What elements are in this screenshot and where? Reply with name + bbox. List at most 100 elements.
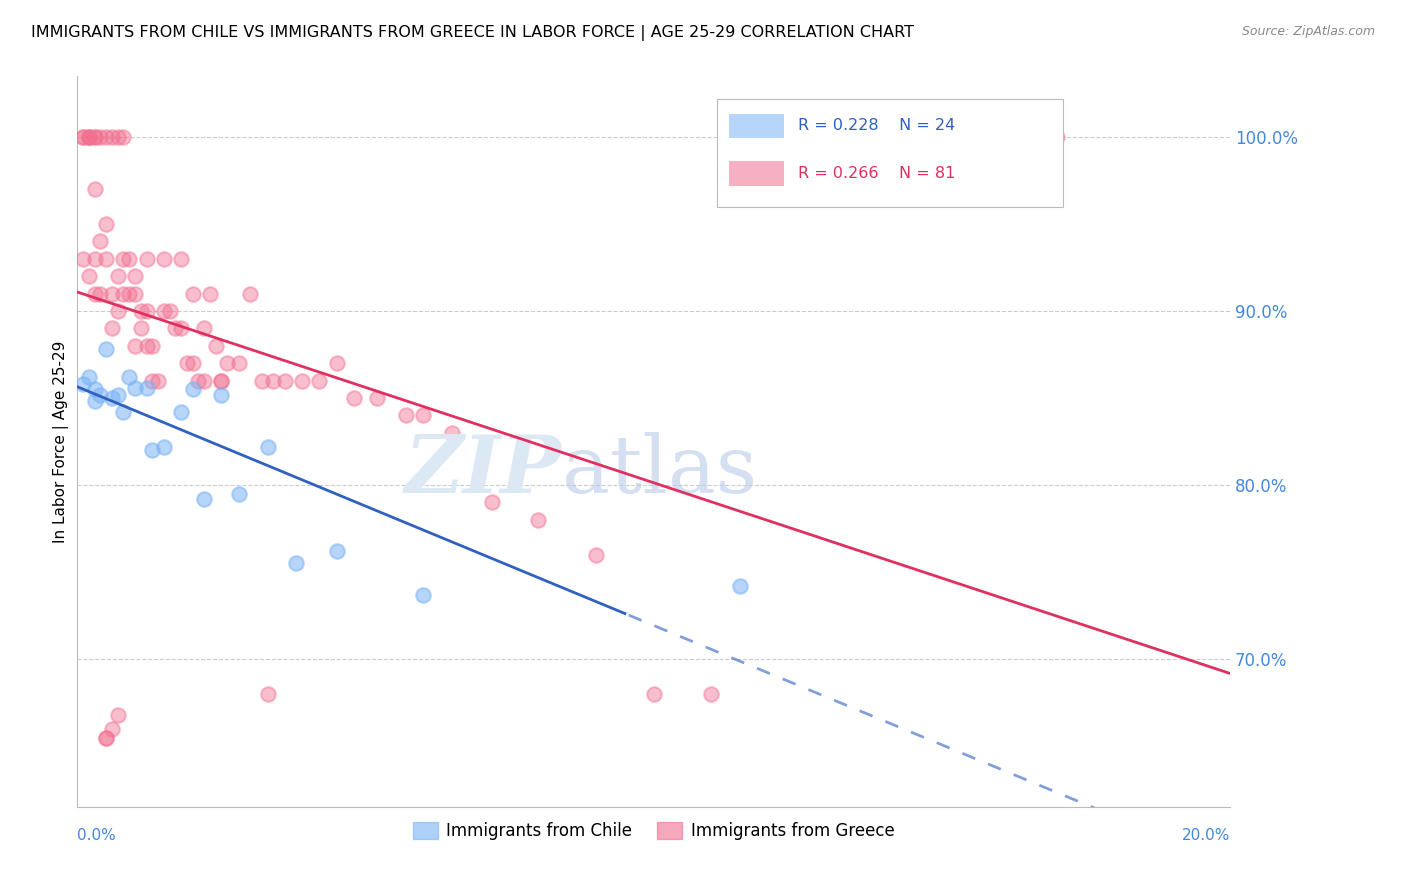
Point xyxy=(129,304,152,318)
Point xyxy=(77,129,100,144)
Point xyxy=(89,387,111,401)
Point xyxy=(193,321,215,335)
Point xyxy=(181,382,204,396)
Point xyxy=(77,129,100,144)
Point xyxy=(343,391,366,405)
Point xyxy=(83,394,105,409)
Point xyxy=(83,286,105,301)
Point xyxy=(83,252,105,266)
Point xyxy=(72,129,94,144)
Point xyxy=(181,286,204,301)
Point xyxy=(141,339,163,353)
Point xyxy=(170,321,193,335)
Point xyxy=(112,129,135,144)
Point xyxy=(107,387,129,401)
Point xyxy=(198,286,221,301)
Point xyxy=(700,687,723,701)
Point xyxy=(187,374,209,388)
Y-axis label: In Labor Force | Age 25-29: In Labor Force | Age 25-29 xyxy=(53,341,69,542)
Point xyxy=(112,405,135,419)
Point xyxy=(96,343,118,357)
Text: 20.0%: 20.0% xyxy=(1182,828,1230,843)
Point xyxy=(107,708,129,723)
Point xyxy=(170,405,193,419)
Point xyxy=(153,252,174,266)
Text: IMMIGRANTS FROM CHILE VS IMMIGRANTS FROM GREECE IN LABOR FORCE | AGE 25-29 CORRE: IMMIGRANTS FROM CHILE VS IMMIGRANTS FROM… xyxy=(31,25,914,41)
Point xyxy=(72,129,94,144)
Point xyxy=(101,286,124,301)
Point xyxy=(211,374,233,388)
Point xyxy=(135,252,157,266)
Point xyxy=(170,252,193,266)
Point xyxy=(211,387,233,401)
Point xyxy=(193,491,215,506)
Legend: Immigrants from Chile, Immigrants from Greece: Immigrants from Chile, Immigrants from G… xyxy=(406,815,901,847)
Point xyxy=(124,380,146,394)
Point xyxy=(412,409,434,423)
Text: R = 0.266    N = 81: R = 0.266 N = 81 xyxy=(799,166,955,180)
Point xyxy=(96,731,118,745)
Point xyxy=(193,374,215,388)
Point xyxy=(135,380,157,394)
Point xyxy=(291,374,314,388)
Point xyxy=(135,304,157,318)
Point xyxy=(153,304,174,318)
Point xyxy=(89,234,111,248)
Point xyxy=(118,286,141,301)
Point xyxy=(217,356,239,370)
Point xyxy=(366,391,388,405)
Point xyxy=(118,252,141,266)
Point xyxy=(96,731,118,745)
Point xyxy=(124,269,146,284)
Point xyxy=(96,217,118,231)
Point xyxy=(101,129,124,144)
Point xyxy=(181,356,204,370)
Point xyxy=(228,356,250,370)
Point xyxy=(239,286,262,301)
Point xyxy=(325,544,349,558)
Point xyxy=(101,391,124,405)
Point xyxy=(72,377,94,392)
Point xyxy=(285,557,308,571)
Point xyxy=(262,374,284,388)
Point xyxy=(176,356,198,370)
Text: ZIP: ZIP xyxy=(405,432,561,509)
Point xyxy=(643,687,665,701)
Point xyxy=(83,182,105,196)
Point xyxy=(129,321,152,335)
Point xyxy=(141,374,163,388)
Point xyxy=(274,374,297,388)
Point xyxy=(72,252,94,266)
Point xyxy=(256,687,278,701)
Point xyxy=(101,321,124,335)
Text: Source: ZipAtlas.com: Source: ZipAtlas.com xyxy=(1241,25,1375,38)
Point xyxy=(441,425,464,440)
Point xyxy=(395,409,418,423)
Point xyxy=(135,339,157,353)
Point xyxy=(107,129,129,144)
Text: R = 0.228    N = 24: R = 0.228 N = 24 xyxy=(799,118,955,133)
Point xyxy=(153,440,174,454)
Point xyxy=(146,374,169,388)
Point xyxy=(107,304,129,318)
Point xyxy=(256,440,278,454)
Text: atlas: atlas xyxy=(561,432,756,510)
Point xyxy=(159,304,181,318)
Point xyxy=(83,129,105,144)
Point xyxy=(112,252,135,266)
Point xyxy=(250,374,273,388)
Point xyxy=(527,513,550,527)
Point xyxy=(77,129,100,144)
Point xyxy=(101,722,124,736)
Point xyxy=(585,548,607,562)
Point xyxy=(83,129,105,144)
Point xyxy=(325,356,349,370)
Point xyxy=(1046,129,1069,144)
Point xyxy=(107,269,129,284)
Point xyxy=(141,443,163,458)
Point xyxy=(96,129,118,144)
Point xyxy=(77,269,100,284)
Point xyxy=(308,374,330,388)
Point xyxy=(89,286,111,301)
Point xyxy=(481,495,503,509)
